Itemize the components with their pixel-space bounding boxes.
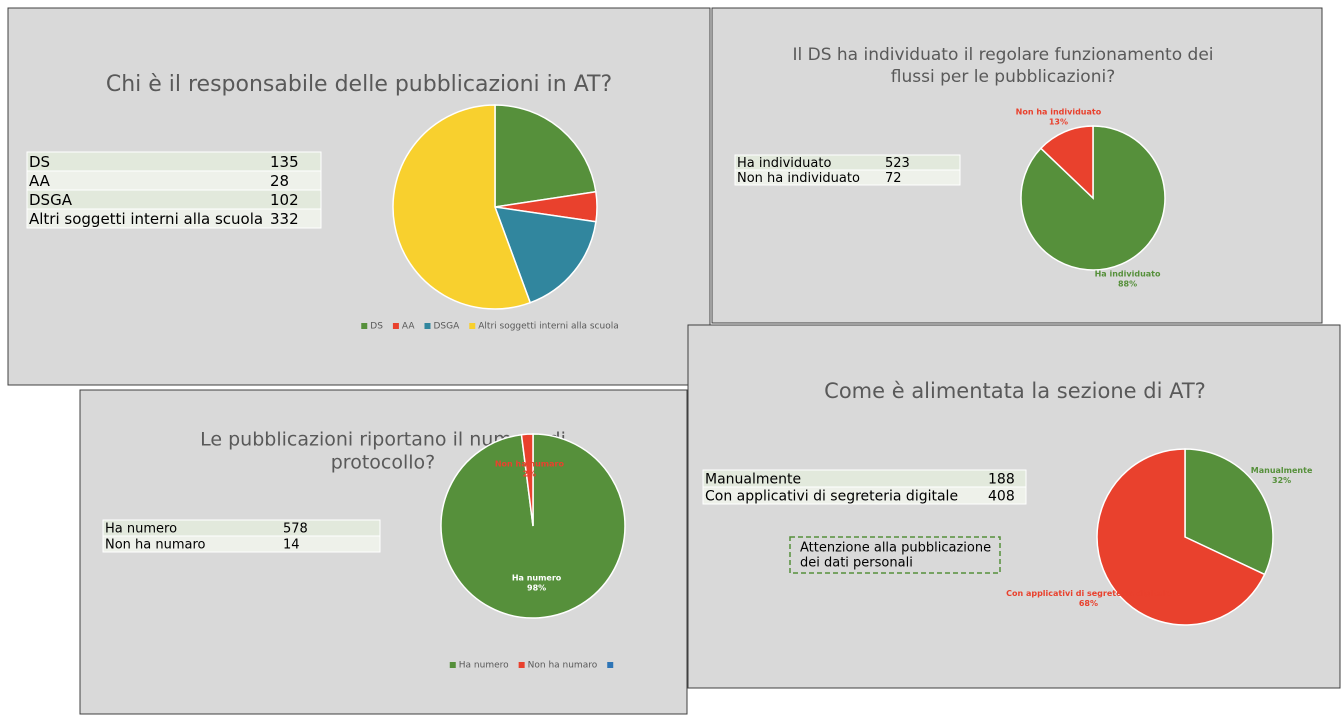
table-cell: 578 [283, 522, 308, 537]
table-cell: Altri soggetti interni alla scuola [29, 210, 263, 228]
slide: Il DS ha individuato il regolare funzion… [711, 7, 1323, 324]
pie-slice [493, 206, 597, 304]
legend-label: Ha numero [459, 661, 509, 671]
legend-label: Altri soggetti interni alla scuola [478, 322, 618, 332]
data-label-value: 13% [1049, 118, 1068, 127]
slide: Chi è il responsabile delle pubblicazion… [7, 7, 711, 386]
table-cell: DS [29, 153, 50, 171]
legend-swatch [449, 662, 456, 668]
slide-title: protocollo? [331, 452, 436, 474]
data-label-value: 68% [1079, 599, 1098, 608]
slide: Come è alimentata la sezione di AT? Manua… [687, 324, 1341, 689]
data-label-name: Ha numero [512, 573, 562, 582]
table-cell: Manualmente [705, 472, 801, 488]
data-label-value: 2% [523, 470, 537, 479]
legend-label: AA [402, 322, 415, 332]
data-label-name: Con applicativi di segreteria digitale [1006, 589, 1171, 598]
table-row [734, 169, 961, 186]
data-label-value: 88% [1118, 279, 1137, 288]
note-text: Attenzione alla pubblicazione [800, 541, 991, 556]
slide-title: Le pubblicazioni riportano il numero di [200, 429, 566, 451]
table-cell: DSGA [29, 191, 73, 209]
legend-label: DSGA [433, 322, 460, 332]
pie-slice [1039, 125, 1094, 200]
table-row [26, 208, 322, 229]
slide-title: Come è alimentata la sezione di AT? [824, 379, 1206, 403]
pie-slice [520, 433, 534, 527]
table-cell: 332 [270, 210, 299, 228]
slide-title: flussi per le pubblicazioni? [891, 67, 1115, 87]
legend-swatch [469, 323, 476, 329]
table-cell: Ha individuato [737, 156, 831, 171]
table-cell: 188 [988, 472, 1015, 488]
pie-slice [392, 104, 532, 310]
legend-label: Non ha numaro [528, 661, 598, 671]
slide: Le pubblicazioni riportano il numero dip… [79, 389, 688, 715]
legend-swatch [518, 662, 525, 668]
table-cell: Ha numero [105, 522, 177, 537]
table-cell: 14 [283, 538, 300, 553]
table-cell: Non ha numaro [105, 538, 206, 553]
legend-label: DS [370, 322, 383, 332]
slide-title: Il DS ha individuato il regolare funzion… [792, 45, 1213, 65]
data-label-name: Manualmente [1251, 466, 1313, 475]
slide-title: Chi è il responsabile delle pubblicazion… [106, 72, 612, 97]
table-row [102, 535, 381, 553]
table-cell: 523 [885, 156, 910, 171]
table-cell: 135 [270, 153, 299, 171]
table-cell: 28 [270, 172, 289, 190]
pie-slice [1184, 448, 1274, 576]
pie-slice [1096, 448, 1266, 626]
data-label-value: 32% [1272, 476, 1291, 485]
legend-swatch [424, 323, 431, 329]
table-row [702, 486, 1027, 505]
note-box [789, 536, 1001, 574]
note-text: dei dati personali [800, 556, 913, 571]
legend: DS AA DSGA Altri soggetti interni alla scuo… [361, 322, 619, 332]
data-label-name: Non ha individuato [1016, 108, 1102, 117]
pie-slice [494, 104, 597, 208]
legend-swatch [607, 662, 614, 668]
table-cell: 72 [885, 171, 902, 186]
table-cell: 102 [270, 191, 299, 209]
legend-swatch [392, 323, 399, 329]
legend-swatch [361, 323, 368, 329]
table-cell: AA [29, 172, 51, 190]
data-label-value: 98% [527, 583, 546, 592]
table-cell: 408 [988, 489, 1015, 505]
table-cell: Con applicativi di segreteria digitale [705, 489, 958, 505]
table-cell: Non ha individuato [737, 171, 860, 186]
legend: Ha numero Non ha numaro [449, 661, 614, 671]
data-label-name: Ha individuato [1095, 269, 1161, 278]
data-label-name: Non ha numaro [495, 460, 565, 469]
